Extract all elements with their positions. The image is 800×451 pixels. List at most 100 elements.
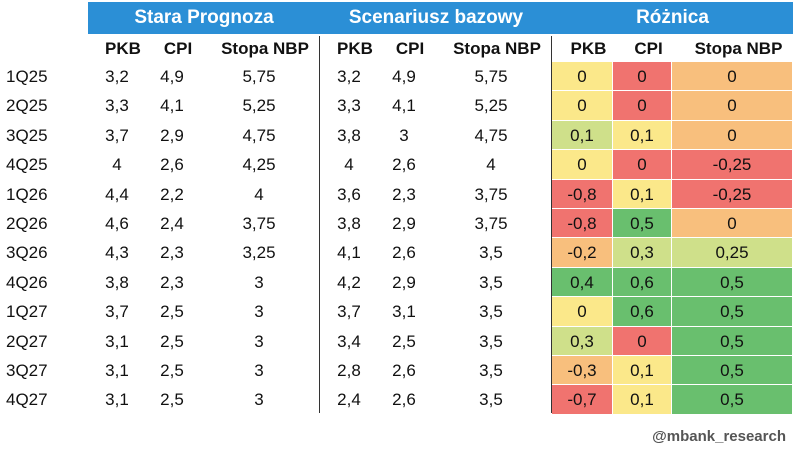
column-header-old-rate: Stopa NBP xyxy=(221,39,309,58)
old-pkb-cell: 3,8 xyxy=(105,272,129,292)
old-group-cells: 4,4 2,2 4 xyxy=(88,180,320,209)
footer-handle: @mbank_research xyxy=(652,428,786,445)
quarter-label: 3Q27 xyxy=(6,360,48,380)
diff-cpi-cell: 0,6 xyxy=(613,297,672,327)
forecast-table-body: 1Q25 3,2 4,9 5,75 3,2 4,9 5,75 0 0 0 2Q25 3,3 4,1 5,2… xyxy=(0,62,800,415)
base-cpi-cell: 2,9 xyxy=(392,272,416,292)
old-pkb-cell: 3,3 xyxy=(105,96,129,116)
table-row: 3Q26 4,3 2,3 3,25 4,1 2,6 3,5 -0,2 0,3 0,25 xyxy=(0,238,800,268)
old-cpi-cell: 2,2 xyxy=(160,184,184,204)
old-group-cells: 3,8 2,3 3 xyxy=(88,268,320,297)
table-row: 2Q26 4,6 2,4 3,75 3,8 2,9 3,75 -0,8 0,5 0 xyxy=(0,208,800,239)
old-pkb-cell: 3,1 xyxy=(105,390,129,410)
diff-rate-cell: -0,25 xyxy=(672,150,793,180)
quarter-label: 2Q27 xyxy=(6,331,48,351)
table-row: 4Q25 4 2,6 4,25 4 2,6 4 0 0 -0,25 xyxy=(0,150,800,180)
base-pkb-cell: 3,7 xyxy=(337,302,361,322)
old-cpi-cell: 2,9 xyxy=(160,125,184,145)
diff-cpi-cell: 0 xyxy=(613,326,672,356)
base-pkb-cell: 4 xyxy=(344,155,354,175)
base-group-cells: 3,3 4,1 5,25 xyxy=(320,91,552,120)
table-row: 3Q27 3,1 2,5 3 2,8 2,6 3,5 -0,3 0,1 0,5 xyxy=(0,355,800,386)
column-header-base-pkb: PKB xyxy=(337,39,373,58)
base-group-cells: 3,8 2,9 3,75 xyxy=(320,209,552,238)
diff-cpi-cell: 0 xyxy=(613,91,672,121)
base-cpi-cell: 2,9 xyxy=(392,213,416,233)
base-cpi-cell: 2,3 xyxy=(392,184,416,204)
base-pkb-cell: 4,2 xyxy=(337,272,361,292)
diff-cpi-cell: 0,1 xyxy=(613,120,672,151)
base-group-cells: 3,7 3,1 3,5 xyxy=(320,297,552,326)
base-pkb-cell: 3,4 xyxy=(337,331,361,351)
old-group-cells: 4 2,6 4,25 xyxy=(88,150,320,179)
base-rate-cell: 3,5 xyxy=(479,331,503,351)
table-row: 4Q27 3,1 2,5 3 2,4 2,6 3,5 -0,7 0,1 0,5 xyxy=(0,385,800,415)
old-group-cells: 3,2 4,9 5,75 xyxy=(88,62,320,91)
base-group-cells: 4,2 2,9 3,5 xyxy=(320,268,552,297)
diff-rate-cell: 0,5 xyxy=(672,355,793,386)
old-rate-cell: 4 xyxy=(254,184,264,204)
base-group-cells: 4 2,6 4 xyxy=(320,150,552,179)
old-pkb-cell: 3,7 xyxy=(105,125,129,145)
old-rate-cell: 4,25 xyxy=(242,155,276,175)
base-rate-cell: 3,75 xyxy=(474,184,508,204)
old-rate-cell: 3 xyxy=(254,390,264,410)
diff-pkb-cell: -0,8 xyxy=(552,208,613,239)
diff-group-cells: -0,8 0,1 -0,25 xyxy=(552,179,793,209)
group-title-old-forecast: Stara Prognoza xyxy=(134,7,274,28)
table-row: 4Q26 3,8 2,3 3 4,2 2,9 3,5 0,4 0,6 0,5 xyxy=(0,267,800,298)
old-pkb-cell: 4,3 xyxy=(105,243,129,263)
diff-rate-cell: 0 xyxy=(672,62,793,92)
old-rate-cell: 5,75 xyxy=(242,67,276,86)
diff-pkb-cell: 0 xyxy=(552,297,613,327)
base-group-cells: 2,8 2,6 3,5 xyxy=(320,356,552,385)
base-pkb-cell: 3,8 xyxy=(337,125,361,145)
diff-cpi-cell: 0,5 xyxy=(613,208,672,239)
old-cpi-cell: 4,9 xyxy=(160,67,184,86)
diff-cpi-cell: 0 xyxy=(613,150,672,180)
old-group-cells: 3,1 2,5 3 xyxy=(88,327,320,356)
quarter-label: 1Q27 xyxy=(6,302,48,322)
old-cpi-cell: 2,3 xyxy=(160,272,184,292)
base-group-cells: 3,8 3 4,75 xyxy=(320,121,552,150)
old-group-cells: 3,7 2,9 4,75 xyxy=(88,121,320,150)
column-header-diff-rate: Stopa NBP xyxy=(694,39,783,58)
diff-group-cells: 0 0 -0,25 xyxy=(552,150,793,180)
table-row: 3Q25 3,7 2,9 4,75 3,8 3 4,75 0,1 0,1 0 xyxy=(0,120,800,151)
quarter-label: 1Q26 xyxy=(6,184,48,204)
old-rate-cell: 3 xyxy=(254,302,264,322)
old-cpi-cell: 2,5 xyxy=(160,390,184,410)
diff-rate-cell: 0 xyxy=(672,120,793,151)
base-cpi-cell: 4,9 xyxy=(392,67,416,86)
column-header-diff-cpi: CPI xyxy=(634,39,663,58)
base-cpi-cell: 2,6 xyxy=(392,243,416,263)
old-cpi-cell: 2,6 xyxy=(160,155,184,175)
diff-group-cells: -0,2 0,3 0,25 xyxy=(552,238,793,268)
divider-line-2 xyxy=(551,36,552,413)
quarter-label: 1Q25 xyxy=(6,67,48,86)
base-group-cells: 3,6 2,3 3,75 xyxy=(320,180,552,209)
quarter-label: 4Q25 xyxy=(6,155,48,175)
base-rate-cell: 5,25 xyxy=(474,96,508,116)
diff-rate-cell: 0,5 xyxy=(672,385,793,415)
old-cpi-cell: 2,5 xyxy=(160,302,184,322)
base-rate-cell: 3,5 xyxy=(479,360,503,380)
old-cpi-cell: 2,4 xyxy=(160,213,184,233)
table-row: 1Q27 3,7 2,5 3 3,7 3,1 3,5 0 0,6 0,5 xyxy=(0,297,800,327)
quarter-label: 2Q26 xyxy=(6,213,48,233)
diff-pkb-cell: -0,7 xyxy=(552,385,613,415)
diff-cpi-cell: 0,3 xyxy=(613,238,672,268)
diff-rate-cell: 0,25 xyxy=(672,238,793,268)
old-cpi-cell: 4,1 xyxy=(160,96,184,116)
group-title-base-scenario: Scenariusz bazowy xyxy=(348,7,524,28)
old-pkb-cell: 4 xyxy=(112,155,122,175)
diff-rate-cell: 0 xyxy=(672,208,793,239)
old-rate-cell: 4,75 xyxy=(242,125,276,145)
diff-group-cells: -0,8 0,5 0 xyxy=(552,208,793,239)
diff-cpi-cell: 0,1 xyxy=(613,385,672,415)
old-rate-cell: 5,25 xyxy=(242,96,276,116)
base-group-cells: 4,1 2,6 3,5 xyxy=(320,238,552,267)
base-rate-cell: 3,75 xyxy=(474,213,508,233)
base-cpi-cell: 3 xyxy=(399,125,409,145)
